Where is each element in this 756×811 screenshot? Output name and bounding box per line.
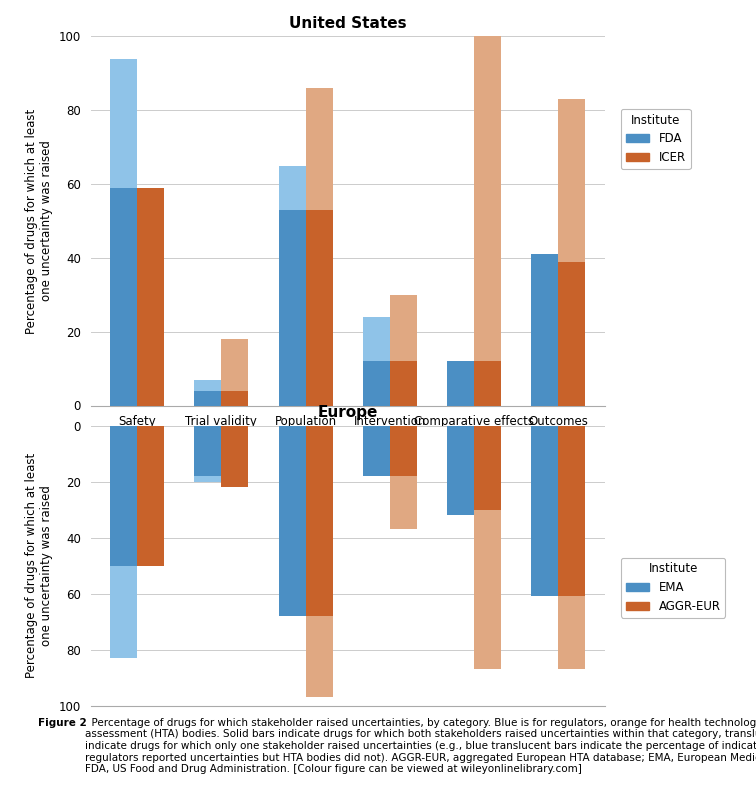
Title: Europe: Europe [318, 406, 378, 420]
Bar [305, 426, 333, 697]
Bar [110, 426, 137, 658]
Bar [448, 361, 474, 406]
Bar [559, 426, 585, 669]
Bar [474, 426, 501, 510]
Bar [222, 426, 248, 487]
Bar [110, 426, 137, 566]
Bar [137, 426, 164, 566]
Bar [194, 426, 222, 482]
Bar [222, 426, 248, 487]
Bar [110, 58, 137, 406]
Bar [531, 426, 559, 596]
Bar [363, 426, 390, 476]
Bar [448, 426, 474, 515]
Bar [531, 426, 559, 596]
Bar [531, 254, 559, 406]
Bar [222, 339, 248, 406]
Bar [137, 188, 164, 406]
Text: Figure 2: Figure 2 [38, 718, 86, 727]
Text: Percentage of drugs for which stakeholder raised uncertainties, by category. Blu: Percentage of drugs for which stakeholde… [85, 718, 756, 775]
Bar [279, 165, 305, 406]
Bar [363, 426, 390, 476]
Bar [559, 99, 585, 406]
Bar [448, 426, 474, 515]
Legend: FDA, ICER: FDA, ICER [621, 109, 691, 169]
Bar [222, 391, 248, 406]
Bar [305, 88, 333, 406]
Bar [279, 426, 305, 616]
Bar [363, 317, 390, 406]
Bar [390, 294, 417, 406]
Bar [559, 262, 585, 406]
Bar [363, 361, 390, 406]
Bar [390, 426, 417, 530]
Bar [559, 426, 585, 596]
Bar [305, 210, 333, 406]
Bar [531, 254, 559, 406]
Bar [390, 361, 417, 406]
Bar [474, 361, 501, 406]
Bar [448, 361, 474, 406]
Bar [194, 426, 222, 476]
Bar [390, 426, 417, 476]
Bar [474, 36, 501, 406]
Bar [110, 188, 137, 406]
Y-axis label: Percentage of drugs for which at least
one uncertainty was raised: Percentage of drugs for which at least o… [25, 109, 53, 333]
Bar [279, 210, 305, 406]
Bar [194, 380, 222, 406]
Bar [305, 426, 333, 616]
Bar [279, 426, 305, 616]
Bar [137, 188, 164, 406]
Bar [194, 391, 222, 406]
Title: United States: United States [289, 16, 407, 31]
Bar [137, 426, 164, 566]
Bar [474, 426, 501, 669]
Legend: EMA, AGGR-EUR: EMA, AGGR-EUR [621, 558, 726, 618]
Y-axis label: Percentage of drugs for which at least
one uncertainty was raised: Percentage of drugs for which at least o… [25, 453, 53, 678]
